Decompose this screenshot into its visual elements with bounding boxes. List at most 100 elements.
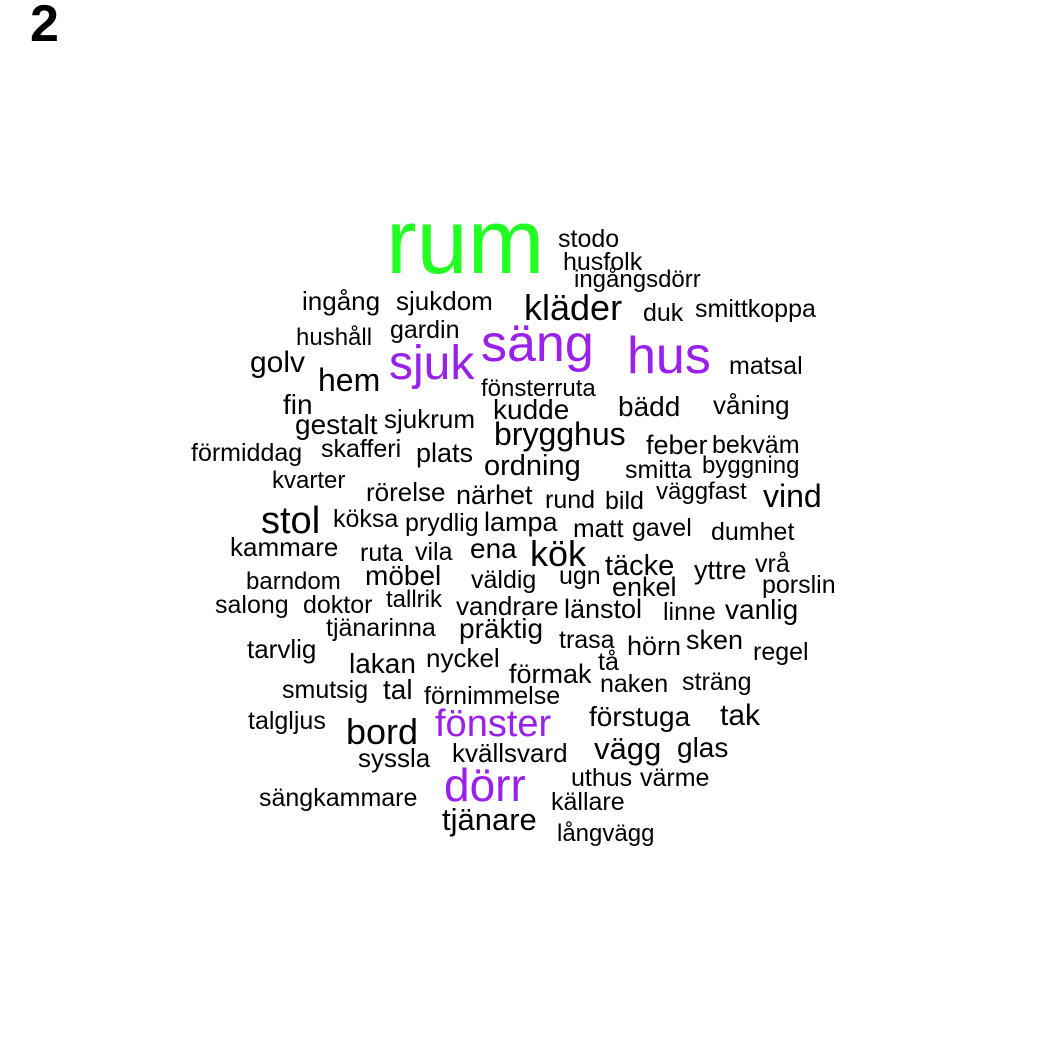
cloud-word: bädd (618, 391, 681, 422)
cloud-word: fönster (435, 703, 552, 745)
cloud-word: golv (250, 346, 306, 379)
cloud-word: kvarter (272, 467, 346, 494)
cloud-word: smutsig (282, 676, 369, 704)
cloud-word: säng (481, 315, 594, 373)
cloud-word: plats (416, 438, 474, 468)
cloud-word: naken (600, 670, 669, 698)
cloud-word: tå (598, 648, 619, 676)
cloud-word: ugn (559, 562, 601, 590)
cloud-word: kudde (493, 394, 570, 425)
cloud-word: våning (713, 390, 790, 420)
cloud-word: förmiddag (191, 439, 303, 467)
cloud-word: gardin (390, 316, 460, 344)
cloud-word: smittkoppa (695, 295, 816, 323)
cloud-word: kök (530, 533, 587, 574)
cloud-word: sjukrum (384, 404, 476, 434)
cloud-word: tak (720, 699, 761, 732)
cloud-word: stodo (558, 225, 620, 253)
cloud-word: rund (545, 486, 596, 514)
cloud-word: syssla (358, 743, 431, 773)
cloud-word: gavel (632, 514, 692, 542)
cloud-word: sken (686, 625, 744, 655)
cloud-word: tjänarinna (326, 614, 436, 642)
panel-label: 2 (30, 0, 59, 53)
cloud-word: vandrare (456, 591, 559, 621)
cloud-word: täcke (605, 550, 675, 582)
cloud-word: tallrik (386, 586, 443, 613)
cloud-word: kammare (230, 532, 339, 562)
cloud-word: barndom (246, 568, 341, 595)
cloud-word: prydlig (405, 509, 479, 537)
cloud-word: ingång (302, 286, 381, 316)
cloud-word: smitta (625, 456, 692, 484)
cloud-word: ingångsdörr (574, 266, 701, 293)
cloud-word: hörn (627, 631, 682, 661)
cloud-word: länstol (564, 594, 643, 624)
cloud-word: lampa (484, 507, 558, 537)
cloud-word: uthus (571, 764, 633, 792)
cloud-word: stol (261, 500, 321, 542)
cloud-word: väldig (471, 566, 537, 594)
cloud-word: tal (383, 674, 413, 705)
cloud-word: matt (573, 513, 624, 543)
cloud-word: förnimmelse (424, 682, 561, 710)
cloud-word: vägg (594, 731, 662, 766)
cloud-word: vanlig (725, 594, 799, 625)
cloud-word: sjuk (389, 337, 475, 390)
cloud-word: tarvlig (247, 634, 317, 664)
cloud-word: förmak (509, 659, 592, 689)
cloud-word: sträng (682, 668, 752, 696)
cloud-word: husfolk (563, 248, 643, 276)
cloud-word: bekväm (712, 431, 800, 459)
cloud-word: köksa (333, 505, 399, 533)
cloud-word: trasa (559, 626, 615, 654)
cloud-word: yttre (694, 555, 747, 585)
cloud-word: porslin (762, 571, 836, 599)
cloud-word: nyckel (426, 643, 500, 673)
cloud-word: vind (763, 478, 822, 514)
cloud-word: gestalt (295, 409, 378, 440)
cloud-word: tjänare (442, 802, 537, 837)
cloud-word: hus (627, 327, 711, 385)
cloud-word: kläder (524, 287, 623, 328)
cloud-word: matsal (729, 352, 803, 380)
cloud-word: värme (640, 764, 710, 792)
cloud-word: rum (386, 191, 545, 293)
cloud-word: väggfast (656, 478, 747, 505)
cloud-word: vila (415, 538, 453, 566)
cloud-word: brygghus (494, 416, 626, 452)
cloud-word: lakan (349, 648, 416, 679)
cloud-word: bord (346, 711, 419, 752)
cloud-word: linne (663, 598, 716, 626)
cloud-word: enkel (612, 572, 677, 602)
cloud-word: fin (283, 389, 313, 420)
cloud-word: duk (643, 299, 684, 327)
cloud-word: sjukdom (396, 286, 493, 316)
cloud-word: talgljus (248, 707, 326, 735)
cloud-word: vrå (755, 550, 790, 578)
cloud-word: byggning (702, 452, 800, 479)
cloud-word: ordning (484, 450, 581, 482)
cloud-word: rörelse (366, 477, 446, 507)
cloud-word: salong (215, 591, 289, 619)
cloud-word: källare (551, 788, 625, 816)
cloud-word: hushåll (296, 324, 373, 351)
cloud-word: möbel (365, 560, 442, 591)
cloud-word: glas (677, 732, 729, 763)
cloud-word: fönsterruta (481, 375, 596, 402)
cloud-word: närhet (456, 480, 533, 510)
cloud-word: präktig (459, 613, 544, 644)
cloud-word: långvägg (557, 820, 655, 847)
cloud-word: skafferi (321, 435, 402, 463)
cloud-word: ruta (360, 539, 404, 567)
cloud-word: regel (753, 638, 809, 666)
cloud-word: förstuga (589, 701, 691, 732)
cloud-word: hem (318, 362, 381, 398)
cloud-word: doktor (303, 591, 373, 619)
cloud-word: ena (470, 533, 517, 564)
cloud-word: feber (646, 430, 708, 460)
cloud-word: bild (605, 487, 644, 515)
cloud-word: sängkammare (259, 784, 418, 812)
cloud-word: dörr (444, 759, 526, 811)
